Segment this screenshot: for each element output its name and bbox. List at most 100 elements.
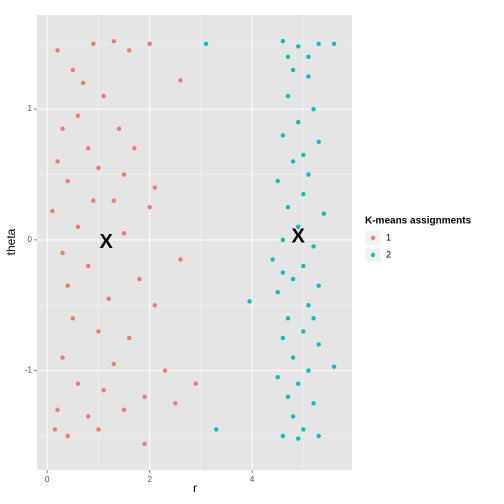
point [178, 78, 183, 83]
point [311, 316, 316, 321]
point [65, 283, 70, 288]
point [147, 204, 152, 210]
point [275, 374, 280, 380]
point [301, 329, 306, 334]
point [91, 198, 96, 203]
point [60, 355, 65, 360]
point [301, 191, 306, 197]
point [301, 263, 306, 269]
point [290, 67, 296, 73]
point [111, 361, 117, 367]
point [290, 355, 296, 360]
point [70, 316, 76, 321]
point [280, 237, 286, 243]
centroid: X [292, 226, 306, 248]
centroid: X [99, 231, 113, 253]
point [280, 433, 286, 439]
point [65, 433, 70, 439]
point [316, 283, 321, 288]
point [296, 224, 301, 230]
point [75, 224, 81, 230]
point [101, 93, 106, 99]
point [306, 172, 311, 177]
point [96, 427, 101, 432]
point [55, 48, 60, 53]
point [285, 316, 291, 321]
point [275, 289, 280, 295]
point [270, 257, 275, 262]
point [132, 146, 137, 151]
point [91, 41, 96, 46]
point [285, 54, 291, 60]
point [316, 139, 321, 145]
point [285, 204, 291, 210]
point [311, 244, 316, 249]
point [55, 159, 60, 164]
point [306, 54, 311, 60]
y-tick-label: -1 [25, 366, 33, 375]
point [296, 44, 301, 49]
point [331, 364, 337, 369]
legend-title: K-means assignments [365, 216, 472, 227]
x-tick-label: 0 [45, 475, 50, 484]
point [142, 394, 147, 399]
point [152, 185, 158, 190]
point [75, 381, 81, 386]
point [111, 198, 117, 203]
point [116, 126, 122, 131]
point [126, 335, 132, 341]
point [306, 74, 311, 79]
point [162, 368, 168, 373]
point [65, 178, 70, 184]
point [80, 80, 86, 86]
x-tick-label: 2 [147, 475, 152, 484]
point [52, 427, 58, 432]
point [152, 303, 158, 308]
point [70, 67, 76, 73]
point [280, 133, 286, 138]
point [321, 211, 327, 216]
point [316, 41, 321, 46]
point [86, 146, 91, 151]
x-axis-label: r [193, 481, 197, 495]
y-tick-label: 0 [28, 235, 33, 244]
point [193, 381, 198, 386]
point [137, 276, 142, 282]
point [296, 436, 301, 441]
point [75, 113, 81, 118]
point [285, 394, 291, 399]
point [111, 38, 117, 44]
point [50, 208, 55, 214]
point [147, 41, 152, 46]
point [121, 407, 127, 413]
point [316, 433, 321, 439]
point [55, 407, 60, 413]
point [280, 335, 286, 341]
point [142, 441, 147, 447]
point [101, 388, 106, 393]
point [203, 41, 209, 46]
point [290, 414, 296, 419]
legend-label: 2 [386, 249, 391, 259]
point [296, 120, 301, 125]
y-axis-label: theta [4, 228, 18, 255]
point [86, 263, 91, 269]
point [331, 41, 337, 46]
panel [37, 15, 352, 470]
point [285, 93, 291, 99]
point [296, 381, 301, 386]
legend-label: 1 [386, 232, 391, 242]
point [301, 152, 306, 158]
point [121, 231, 127, 236]
point [178, 257, 183, 262]
point [126, 48, 132, 53]
x-tick-label: 4 [250, 475, 255, 484]
y-tick-label: 1 [28, 104, 33, 113]
point [306, 303, 311, 308]
point [121, 172, 127, 177]
point [247, 299, 252, 304]
point [290, 159, 296, 164]
point [306, 368, 311, 373]
point [301, 427, 306, 432]
